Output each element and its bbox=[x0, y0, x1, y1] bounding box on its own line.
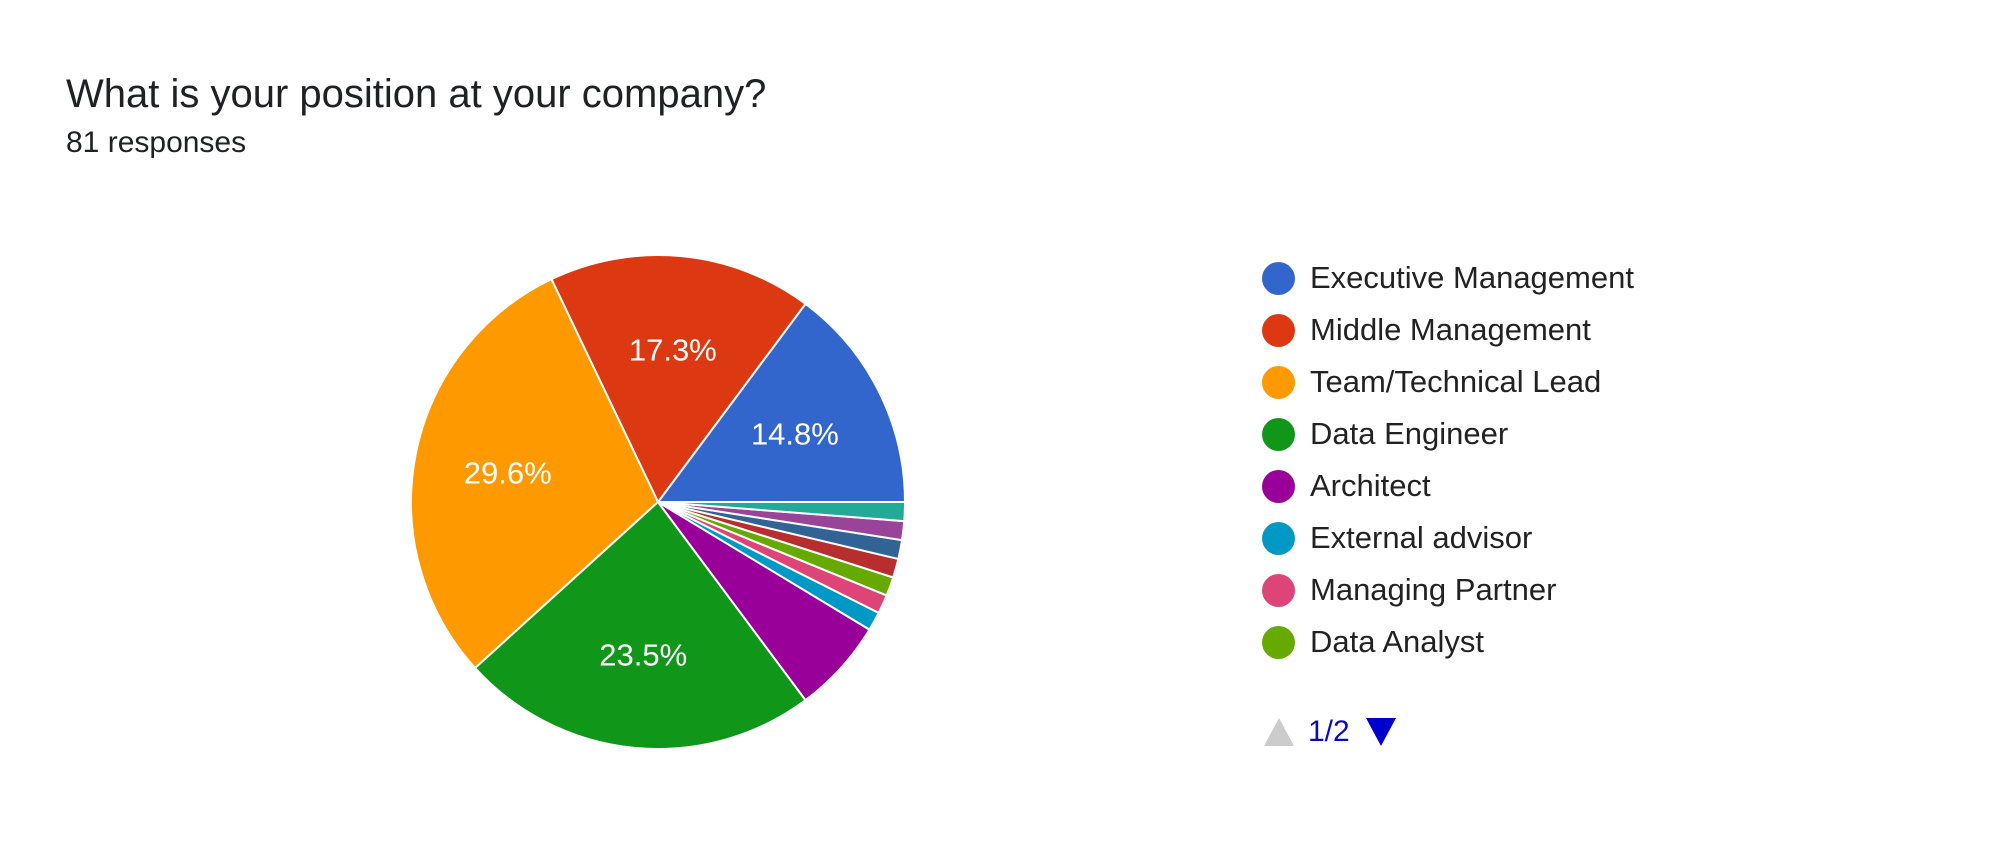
legend-label: Managing Partner bbox=[1310, 572, 1557, 607]
triangle-up-icon[interactable] bbox=[1262, 716, 1296, 748]
legend-swatch bbox=[1262, 521, 1295, 555]
legend-item[interactable]: Managing Partner bbox=[1262, 564, 1634, 616]
legend-swatch bbox=[1262, 261, 1295, 295]
page-indicator: 1/2 bbox=[1308, 715, 1350, 748]
chart-legend: Executive Management Middle Management Tea… bbox=[1262, 252, 1634, 668]
slice-percent-label: 29.6% bbox=[464, 456, 552, 491]
legend-label: Architect bbox=[1310, 468, 1431, 503]
legend-swatch bbox=[1262, 625, 1295, 659]
pie-slice[interactable] bbox=[656, 302, 907, 503]
slice-percent-label: 14.8% bbox=[751, 416, 839, 451]
legend-label: Team/Technical Lead bbox=[1310, 364, 1602, 399]
legend-swatch bbox=[1262, 469, 1295, 503]
legend-swatch bbox=[1262, 417, 1295, 451]
legend-item[interactable]: Data Engineer bbox=[1262, 408, 1634, 460]
pie-slice[interactable] bbox=[657, 501, 907, 523]
response-count: 81 responses bbox=[66, 126, 247, 159]
pie-slice[interactable] bbox=[550, 254, 807, 504]
legend-label: External advisor bbox=[1310, 520, 1533, 555]
legend-swatch bbox=[1262, 313, 1295, 347]
pie-slice[interactable] bbox=[410, 277, 660, 670]
legend-item[interactable]: Data Analyst bbox=[1262, 616, 1634, 668]
legend-label: Data Analyst bbox=[1310, 624, 1485, 659]
legend-item[interactable]: Executive Management bbox=[1262, 252, 1634, 304]
chart-header: What is your position at your company? 8… bbox=[66, 64, 766, 162]
legend-item[interactable]: Team/Technical Lead bbox=[1262, 356, 1634, 408]
legend-item[interactable]: Middle Management bbox=[1262, 304, 1634, 356]
legend-swatch bbox=[1262, 573, 1295, 607]
legend-item[interactable]: Architect bbox=[1262, 460, 1634, 512]
legend-pager: 1/2 bbox=[1262, 712, 1398, 752]
pie-labels: 14.8% 17.3% 29.6% 23.5% bbox=[464, 333, 839, 673]
legend-label: Executive Management bbox=[1310, 260, 1634, 295]
legend-swatch bbox=[1262, 365, 1295, 399]
legend-label: Middle Management bbox=[1310, 312, 1591, 347]
pie-slices bbox=[410, 254, 907, 750]
chart-title: What is your position at your company? bbox=[66, 72, 767, 116]
pie-slice[interactable] bbox=[473, 500, 807, 750]
legend-item[interactable]: External advisor bbox=[1262, 512, 1634, 564]
triangle-down-icon[interactable] bbox=[1364, 716, 1398, 748]
legend-label: Data Engineer bbox=[1310, 416, 1509, 451]
slice-percent-label: 17.3% bbox=[629, 333, 717, 368]
slice-percent-label: 23.5% bbox=[599, 637, 687, 672]
